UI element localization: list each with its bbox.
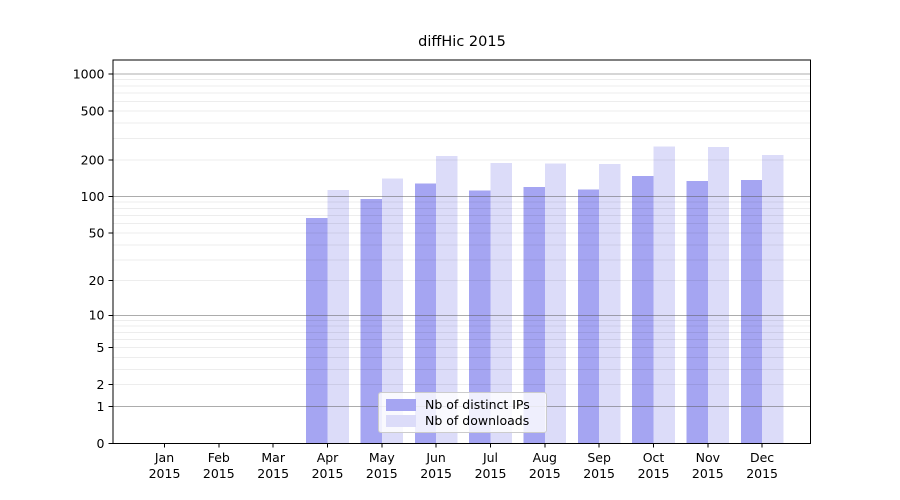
- x-tick-label-jan: Jan 2015: [149, 450, 181, 481]
- bar-nb-of-distinct-ips-sep: [577, 189, 600, 444]
- y-tick-label: 200: [81, 152, 105, 167]
- y-tick-label: 100: [81, 189, 105, 204]
- plot-border: [112, 59, 811, 444]
- x-tick-label-nov: Nov 2015: [692, 450, 724, 481]
- y-tick-label: 10: [89, 308, 105, 323]
- bar-nb-of-downloads-may: [381, 178, 404, 444]
- y-tick-label: 0: [97, 436, 105, 451]
- legend-swatch-downloads: [386, 414, 416, 427]
- y-tick-label: 1000: [73, 66, 105, 81]
- y-tick-label: 5: [97, 340, 105, 355]
- x-tick-label-sep: Sep 2015: [583, 450, 615, 481]
- legend-label-distinct-ips: Nb of distinct IPs: [425, 397, 530, 412]
- bar-nb-of-distinct-ips-dec: [740, 180, 763, 444]
- bar-nb-of-distinct-ips-may: [360, 198, 382, 444]
- x-tick-label-aug: Aug 2015: [529, 450, 561, 481]
- bar-nb-of-distinct-ips-apr: [306, 217, 328, 444]
- bar-nb-of-downloads-dec: [762, 154, 784, 444]
- x-tick-label-apr: Apr 2015: [312, 450, 344, 481]
- bar-nb-of-downloads-jun: [436, 156, 458, 444]
- bar-nb-of-distinct-ips-oct: [632, 175, 654, 444]
- x-tick-label-jul: Jul 2015: [475, 450, 507, 481]
- y-tick-label: 20: [89, 273, 105, 288]
- legend-swatch-distinct-ips: [386, 398, 416, 411]
- bar-nb-of-distinct-ips-nov: [686, 180, 708, 444]
- x-tick-label-dec: Dec 2015: [746, 450, 778, 481]
- y-tick-label: 50: [89, 226, 105, 241]
- y-tick-label: 500: [81, 103, 105, 118]
- x-tick-label-feb: Feb 2015: [203, 450, 235, 481]
- bar-nb-of-distinct-ips-jul: [469, 190, 491, 444]
- x-tick-label-mar: Mar 2015: [257, 450, 289, 481]
- legend-entry-downloads: Nb of downloads: [386, 413, 539, 428]
- bar-nb-of-downloads-nov: [707, 147, 730, 444]
- x-tick-label-oct: Oct 2015: [638, 450, 670, 481]
- bar-nb-of-downloads-sep: [599, 164, 621, 444]
- bar-nb-of-downloads-aug: [544, 163, 567, 444]
- legend: Nb of distinct IPs Nb of downloads: [378, 392, 547, 433]
- legend-entry-distinct-ips: Nb of distinct IPs: [386, 397, 539, 412]
- bar-nb-of-distinct-ips-jun: [414, 183, 437, 444]
- bar-nb-of-downloads-jul: [490, 163, 512, 444]
- y-tick-label: 1: [97, 399, 105, 414]
- x-tick-label-may: May 2015: [366, 450, 398, 481]
- y-tick-label: 2: [97, 377, 105, 392]
- x-tick-label-jun: Jun 2015: [420, 450, 452, 481]
- chart-title: diffHic 2015: [418, 34, 506, 50]
- bar-nb-of-downloads-apr: [327, 190, 349, 444]
- bar-nb-of-downloads-oct: [653, 146, 675, 444]
- legend-label-downloads: Nb of downloads: [425, 413, 530, 428]
